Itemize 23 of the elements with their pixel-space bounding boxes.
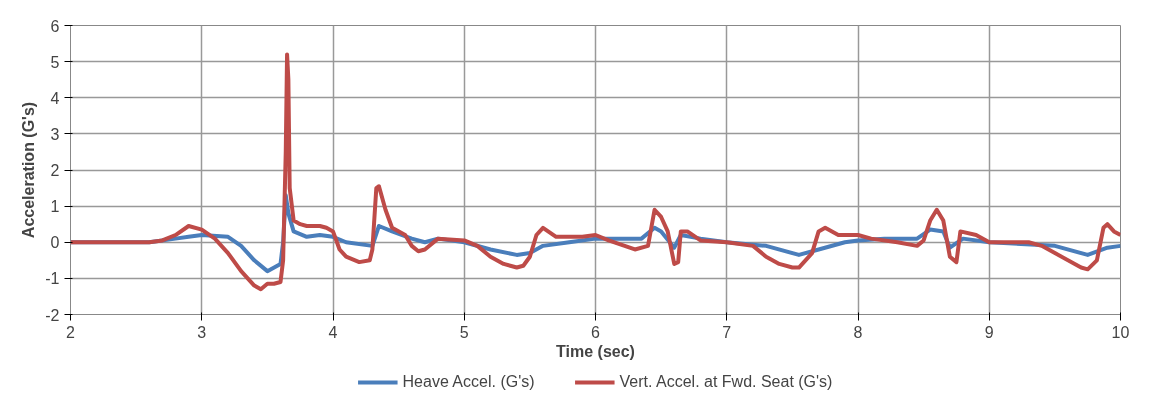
y-tick-label: 2 (50, 162, 60, 179)
y-tick-label: -1 (45, 270, 60, 288)
y-axis-title: Acceleration (G's) (20, 101, 38, 239)
x-tick-label: 7 (722, 323, 732, 341)
y-tick-label: 1 (50, 198, 60, 216)
y-tick-label: 4 (50, 89, 60, 107)
x-axis-title: Time (sec) (556, 342, 635, 360)
y-tick-label: 5 (50, 53, 60, 71)
x-tick-label: 4 (328, 323, 338, 341)
y-tick-label: 3 (50, 125, 60, 143)
legend-label: Heave Accel. (G's) (402, 373, 535, 391)
x-tick-label: 10 (1111, 323, 1130, 341)
y-tick-label: 6 (50, 17, 60, 35)
x-tick-label: 6 (591, 323, 601, 341)
y-tick-label: -2 (45, 306, 60, 324)
x-tick-label: 2 (66, 323, 76, 341)
x-tick-label: 8 (853, 323, 863, 341)
legend-label: Vert. Accel. at Fwd. Seat (G's) (619, 373, 833, 391)
line-series (70, 52, 1121, 292)
y-tick-label: 0 (50, 234, 60, 252)
x-tick-label: 3 (197, 323, 207, 341)
x-tick-label: 9 (984, 323, 994, 341)
x-tick-label: 5 (459, 323, 469, 341)
